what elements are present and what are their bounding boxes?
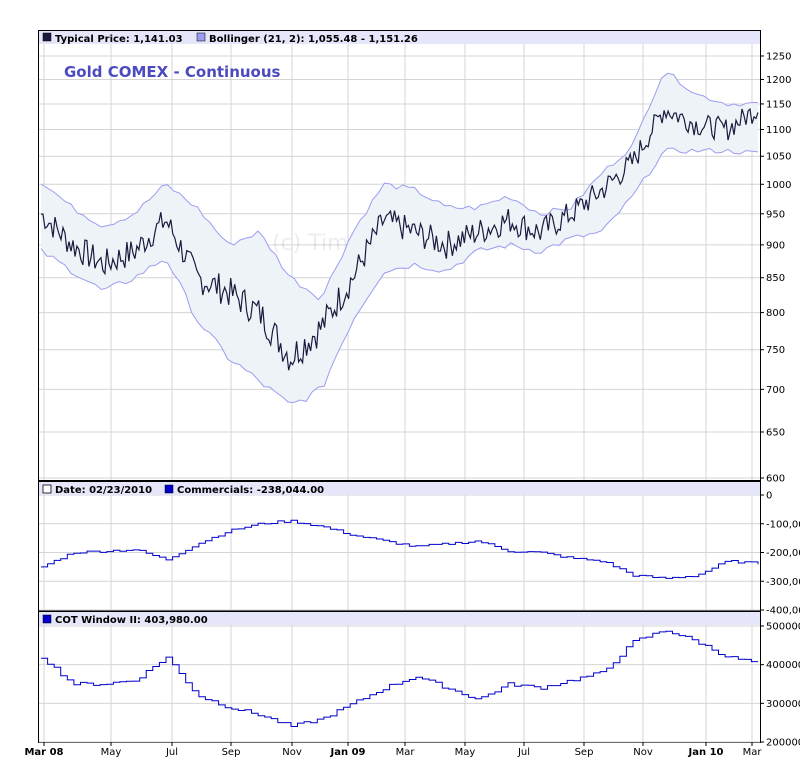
price-y-axis: 1250 1200 1150 1100 1050 1000 950 900 850 800 750 7…	[760, 52, 791, 485]
cot-legend-bar	[39, 612, 760, 625]
x-tick-label: Jan 09	[330, 747, 366, 758]
x-tick-label: May	[455, 747, 476, 758]
legend-bollinger: Bollinger (21, 2): 1,055.48 - 1,151.26	[209, 34, 418, 45]
y-tick-label: 0	[766, 491, 772, 502]
commercials-panel: Date: 02/23/2010 Commercials: -238,044.0…	[38, 481, 800, 617]
y-tick-label: 650	[766, 427, 785, 438]
y-tick-label: 600	[766, 474, 785, 485]
y-tick-label: 950	[766, 209, 785, 220]
chart-title: Gold COMEX - Continuous	[64, 63, 281, 81]
x-tick-label: Sep	[222, 747, 241, 758]
legend-swatch-date	[42, 484, 52, 494]
y-tick-label: 900	[766, 240, 785, 251]
y-tick-label: -300,000	[766, 577, 800, 588]
y-tick-label: 1000	[766, 180, 791, 191]
commercials-line	[41, 519, 759, 579]
commercials-y-axis: 0 -100,000 -200,000 -300,000 -400,000	[760, 491, 800, 617]
cot-panel: COT Window II: 403,980.00 500000 400000 30…	[38, 611, 800, 749]
y-tick-label: 1250	[766, 52, 791, 63]
y-tick-label: 700	[766, 385, 785, 396]
y-tick-label: -200,000	[766, 548, 800, 559]
x-tick-label: Mar	[743, 747, 763, 758]
x-tick-label: Mar	[396, 747, 416, 758]
y-tick-label: 1200	[766, 75, 791, 86]
x-tick-label: May	[101, 747, 122, 758]
legend-swatch-bollinger	[196, 32, 206, 42]
y-tick-label: 850	[766, 273, 785, 284]
commercials-legend-bar	[39, 482, 760, 495]
bollinger-upper-line	[40, 72, 758, 301]
y-tick-label: 1100	[766, 125, 791, 136]
legend-swatch-cot	[42, 614, 52, 624]
x-tick-label: Jul	[165, 747, 178, 758]
price-panel: Typical Price: 1,141.03 Bollinger (21, 2…	[38, 30, 791, 485]
y-tick-label: 1150	[766, 99, 791, 110]
cot-y-axis: 500000 400000 300000 200000	[760, 622, 800, 749]
y-tick-label: 400000	[766, 660, 800, 671]
x-tick-label: Mar 08	[24, 747, 63, 758]
x-tick-label: Nov	[633, 747, 653, 758]
price-legend-bar	[39, 31, 760, 44]
y-tick-label: 800	[766, 308, 785, 319]
legend-swatch-commercials	[164, 484, 174, 494]
y-tick-label: 300000	[766, 699, 800, 710]
y-tick-label: -100,000	[766, 519, 800, 530]
bollinger-band-area	[41, 73, 758, 403]
legend-cot-window: COT Window II: 403,980.00	[55, 615, 208, 626]
legend-typical-price: Typical Price: 1,141.03	[55, 34, 183, 45]
legend-swatch-typical-price	[42, 32, 52, 42]
typical-price-line	[41, 107, 759, 371]
x-tick-label: Sep	[575, 747, 594, 758]
legend-date: Date: 02/23/2010	[55, 485, 152, 496]
x-tick-label: Jan 10	[688, 747, 724, 758]
legend-commercials: Commercials: -238,044.00	[177, 485, 324, 496]
y-tick-label: 500000	[766, 622, 800, 633]
cot-panel-frame	[38, 611, 761, 743]
x-tick-label: Jul	[517, 747, 530, 758]
x-tick-label: Nov	[282, 747, 302, 758]
bollinger-lower-line	[40, 147, 759, 404]
cot-window-line	[41, 630, 758, 727]
y-tick-label: 200000	[766, 738, 800, 749]
y-tick-label: -400,000	[766, 606, 800, 617]
y-tick-label: 750	[766, 345, 785, 356]
x-axis: Mar 08 May Jul Sep Nov Jan 09 Mar May Jul Sep Nov J…	[24, 742, 762, 758]
commercials-panel-frame	[38, 481, 761, 611]
y-tick-label: 1050	[766, 152, 791, 163]
